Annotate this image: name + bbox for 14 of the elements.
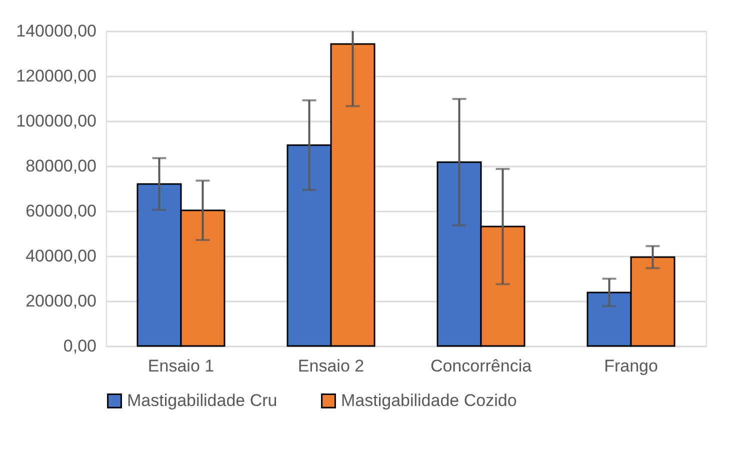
y-tick-label: 80000,00 (26, 156, 96, 176)
legend-label: Mastigabilidade Cru (127, 390, 278, 410)
x-tick-label: Ensaio 2 (298, 356, 364, 376)
y-tick-label: 40000,00 (26, 246, 96, 266)
x-tick-label: Ensaio 1 (148, 356, 214, 376)
x-tick-label: Frango (604, 356, 658, 376)
y-tick-label: 140000,00 (16, 22, 96, 40)
y-tick-label: 20000,00 (26, 292, 96, 310)
y-tick-label: 60000,00 (26, 202, 96, 220)
legend-label: Mastigabilidade Cozido (341, 390, 517, 410)
y-tick-label: 120000,00 (16, 66, 96, 86)
x-tick-label: Concorrência (430, 356, 532, 376)
y-tick-label: 0,00 (63, 336, 96, 356)
y-tick-label: 100000,00 (16, 112, 96, 130)
